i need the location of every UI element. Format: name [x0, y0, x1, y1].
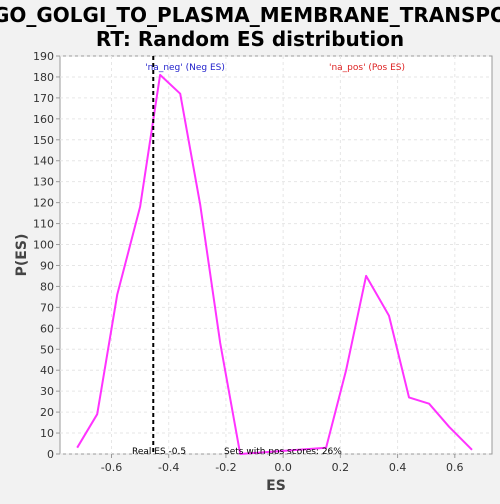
series-layer — [76, 73, 473, 455]
y-tick-label: 180 — [33, 71, 54, 84]
y-tick-label: 70 — [40, 301, 54, 314]
y-tick-label: 190 — [33, 50, 54, 63]
pos-scores-text: Sets with pos scores: 26% — [224, 447, 342, 457]
y-tick-label: 60 — [40, 322, 54, 335]
y-axis-ticks: 0 10 20 30 40 50 60 70 80 90 100 110 120 130 140 150 160… — [33, 50, 60, 461]
grid — [60, 55, 492, 455]
x-tick-label: 0.2 — [332, 461, 350, 474]
y-tick-label: 110 — [33, 218, 54, 231]
x-tick-label: -0.4 — [158, 461, 179, 474]
x-axis-ticks: -0.6 -0.4 -0.2 0.0 0.2 0.4 0.6 — [101, 454, 464, 474]
y-tick-label: 80 — [40, 280, 54, 293]
x-tick-label: -0.6 — [101, 461, 122, 474]
x-tick-label: -0.2 — [215, 461, 236, 474]
pos-es-label: 'na_pos' (Pos ES) — [329, 63, 405, 73]
y-tick-label: 140 — [33, 155, 54, 168]
y-tick-label: 150 — [33, 134, 54, 147]
y-tick-label: 160 — [33, 113, 54, 126]
y-tick-label: 10 — [40, 427, 54, 440]
y-tick-label: 170 — [33, 92, 54, 105]
y-tick-label: 100 — [33, 239, 54, 252]
y-tick-label: 50 — [40, 343, 54, 356]
y-tick-label: 0 — [47, 448, 54, 461]
x-axis-label: ES — [266, 478, 286, 494]
real-es-text: Real ES -0.5 — [132, 447, 186, 457]
y-tick-label: 20 — [40, 406, 54, 419]
y-tick-label: 120 — [33, 197, 54, 210]
chart-title-line-2: RT: Random ES distribution — [96, 27, 404, 51]
y-axis-label: P(ES) — [14, 234, 30, 277]
series-line — [76, 73, 473, 455]
neg-es-label: 'na_neg' (Neg ES) — [145, 63, 225, 73]
chart-title-line-1: GO_GOLGI_TO_PLASMA_MEMBRANE_TRANSPO — [0, 3, 500, 27]
y-tick-label: 30 — [40, 385, 54, 398]
x-tick-label: 0.0 — [274, 461, 292, 474]
x-tick-label: 0.6 — [446, 461, 464, 474]
y-tick-label: 130 — [33, 176, 54, 189]
x-tick-label: 0.4 — [389, 461, 407, 474]
plot-area — [59, 55, 493, 455]
y-tick-label: 40 — [40, 364, 54, 377]
y-tick-label: 90 — [40, 259, 54, 272]
